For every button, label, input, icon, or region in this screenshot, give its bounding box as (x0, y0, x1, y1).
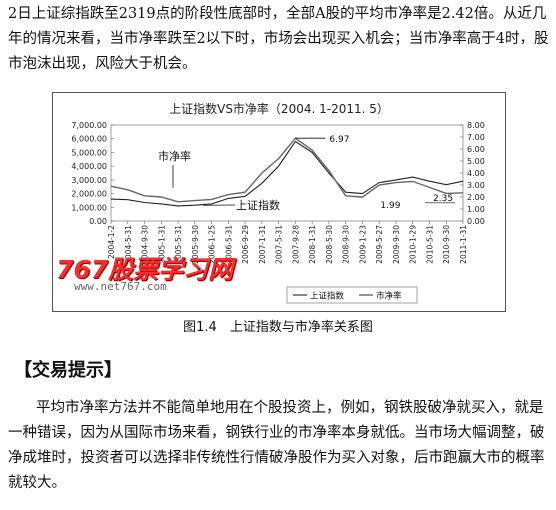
left-tick-label: 3,000.00 (71, 176, 107, 185)
figure-caption: 图1.4 上证指数与市净率关系图 (183, 320, 373, 335)
x-tick-label: 2007-9-28 (291, 225, 300, 264)
low-value-label: 1.99 (380, 201, 400, 211)
x-tick-label: 2005-9-30 (191, 225, 200, 264)
x-tick-label: 2010-5-31 (425, 225, 434, 264)
right-tick-label: 8.00 (467, 121, 485, 130)
x-tick-label: 2008-1-31 (308, 225, 317, 264)
x-tick-label: 2007-1-31 (258, 225, 267, 264)
end-value-label: 2.35 (433, 194, 453, 204)
x-tick-label: 2006-5-31 (224, 225, 233, 264)
watermark-url: www.net767.com (74, 280, 167, 293)
left-tick-label: 2,000.00 (71, 190, 107, 199)
legend-box (286, 286, 418, 304)
right-tick-label: 1.00 (467, 205, 485, 214)
x-tick-label: 2009-9-30 (392, 225, 401, 264)
x-tick-label: 2004-9-30 (141, 225, 150, 264)
x-tick-label: 2005-1-31 (157, 225, 166, 264)
tip-paragraph: 平均市净率方法并不能简单地用在个股投资上，例如，钢铁股破净就买入，就是一种错误，… (8, 400, 545, 491)
right-tick-label: 0.00 (467, 217, 485, 226)
x-tick-label: 2010-9-30 (442, 225, 451, 264)
index-series-line (110, 140, 464, 207)
pb-series-line (110, 137, 464, 203)
x-tick-label: 2009-5-27 (375, 225, 384, 264)
right-tick-label: 6.00 (467, 145, 485, 154)
x-tick-label: 2009-1-23 (358, 225, 367, 264)
peak-value-label: 6.97 (329, 135, 349, 145)
right-tick-label: 4.00 (467, 169, 485, 178)
x-tick-label: 2006-9-29 (241, 225, 250, 264)
left-tick-label: 6,000.00 (71, 135, 107, 144)
left-tick-label: 1,000.00 (71, 203, 107, 212)
right-tick-label: 3.00 (467, 181, 485, 190)
legend-label-pb: 市净率 (376, 291, 402, 302)
x-tick-label: 2008-5-30 (325, 225, 334, 264)
x-tick-label: 2004-5-31 (124, 225, 133, 264)
legend-label-index: 上证指数 (310, 291, 345, 302)
right-tick-label: 2.00 (467, 193, 485, 202)
pb-series-label: 市净率 (158, 149, 191, 163)
section-title: 【交易提示】 (14, 360, 122, 381)
plot-area (110, 124, 464, 222)
x-tick-label: 2005-5-31 (174, 225, 183, 264)
intro-paragraph: 2日上证综指跌至2319点的阶段性底部时，全部A股的平均市净率是2.42倍。从近… (8, 6, 549, 72)
x-tick-label: 2004-1-2 (107, 225, 116, 259)
pb-vs-index-chart: 上证指数VS市净率（2004. 1-2011. 5） 7,000.00 6,000.… (71, 101, 485, 304)
left-tick-label: 4,000.00 (71, 162, 107, 171)
x-tick-label: 2008-9-30 (342, 225, 351, 264)
x-tick-label: 2011-1-31 (459, 225, 468, 264)
left-tick-label: 0.00 (89, 217, 107, 226)
x-tick-label: 2007-5-31 (275, 225, 284, 264)
left-tick-label: 5,000.00 (71, 148, 107, 157)
right-tick-label: 7.00 (467, 133, 485, 142)
left-tick-label: 7,000.00 (71, 121, 107, 130)
right-tick-label: 5.00 (467, 157, 485, 166)
chart-frame: 上证指数VS市净率（2004. 1-2011. 5） 7,000.00 6,000.… (52, 92, 506, 312)
x-tick-label: 2010-1-29 (409, 225, 418, 264)
index-series-label: 上证指数 (236, 198, 280, 212)
x-tick-label: 2006-1-25 (208, 225, 217, 264)
chart-title: 上证指数VS市净率（2004. 1-2011. 5） (169, 101, 389, 116)
watermark-brand: 767股票学习网 (56, 255, 234, 284)
